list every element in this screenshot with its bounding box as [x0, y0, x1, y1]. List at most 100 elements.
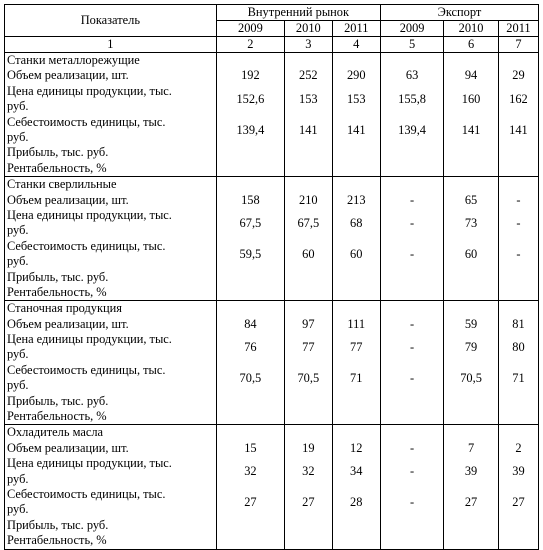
value-cell — [335, 533, 378, 548]
value-cell: 153 — [346, 91, 366, 106]
value-cell: 111 — [347, 316, 366, 331]
year-header: 2011 — [497, 20, 540, 37]
value-cell — [383, 285, 441, 300]
value-cell: - — [516, 192, 521, 207]
value-cell: 27 — [464, 495, 478, 510]
value-cell: - — [410, 246, 415, 261]
value-cell: 39 — [464, 464, 478, 479]
value-cell: 27 — [302, 495, 315, 510]
value-cell: 73 — [464, 215, 478, 230]
product-group: Станки металлорежущие Объем реализации, ш… — [4, 51, 540, 178]
year-header: 2009 — [379, 20, 445, 37]
value-column-cell: 158 67,5 59,5 — [215, 176, 286, 302]
value-cell — [287, 409, 329, 424]
value-cell — [219, 409, 282, 424]
indicator-label-continued: руб. — [7, 129, 29, 144]
value-cell: 77 — [350, 340, 363, 355]
value-cell: - — [410, 440, 415, 455]
spacer — [501, 425, 536, 440]
indicator-label-continued: руб. — [7, 471, 29, 486]
value-cell: 290 — [346, 68, 366, 83]
value-cell — [501, 409, 536, 424]
table-row: Охладитель масла Объем реализации, шт. Цен… — [4, 424, 540, 550]
value-cell — [501, 533, 536, 548]
value-column-cell: - - - — [497, 176, 540, 302]
value-column-cell: 12 34 28 — [331, 424, 381, 550]
value-cell — [383, 394, 441, 409]
column-number: 7 — [497, 36, 540, 53]
value-cell: 60 — [350, 246, 363, 261]
value-column-cell: 84 76 70,5 — [215, 300, 286, 426]
value-cell: 79 — [464, 340, 478, 355]
indicator-label: Рентабельность, % — [7, 160, 107, 175]
spacer — [335, 53, 378, 68]
value-column-cell: 252 153 141 — [284, 51, 333, 178]
value-cell — [335, 518, 378, 533]
column-number: 6 — [443, 36, 499, 53]
indicator-label: Цена единицы продукции, тыс. — [7, 456, 172, 471]
value-column-cell: 2 39 27 — [497, 424, 540, 550]
value-cell: 67,5 — [239, 215, 262, 230]
value-cell: 141 — [299, 122, 318, 137]
indicator-label: Объем реализации, шт. — [7, 192, 129, 207]
value-cell: - — [516, 215, 521, 230]
value-cell — [287, 285, 329, 300]
value-cell — [446, 285, 496, 300]
indicator-label: Прибыль, тыс. руб. — [7, 145, 109, 160]
value-column-cell: 15 32 27 — [215, 424, 286, 550]
value-cell: - — [410, 370, 415, 385]
spacer — [335, 425, 378, 440]
value-cell — [219, 394, 282, 409]
value-column-cell: 192 152,6 139,4 — [215, 51, 286, 178]
value-cell — [335, 161, 378, 176]
value-cell — [219, 533, 282, 548]
table-row: Станки металлорежущие Объем реализации, ш… — [4, 51, 540, 178]
table-row: Станки сверлильные Объем реализации, шт. Ц… — [4, 176, 540, 302]
column-number: 2 — [215, 36, 286, 53]
value-cell — [446, 145, 496, 160]
indicator-label: Цена единицы продукции, тыс. — [7, 207, 172, 222]
value-column-cell: 97 77 70,5 — [284, 300, 333, 426]
value-cell: 63 — [405, 68, 419, 83]
spacer — [219, 301, 282, 316]
value-cell: 70,5 — [239, 370, 262, 385]
value-cell: 7 — [467, 440, 475, 455]
value-cell — [287, 161, 329, 176]
value-cell — [446, 409, 496, 424]
indicator-label: Себестоимость единицы, тыс. — [7, 487, 166, 502]
value-cell: 59 — [464, 316, 478, 331]
value-cell — [219, 518, 282, 533]
value-column-cell: 19 32 27 — [284, 424, 333, 550]
value-cell — [287, 394, 329, 409]
value-cell: 60 — [464, 246, 478, 261]
spacer — [501, 301, 536, 316]
value-cell: 141 — [346, 122, 366, 137]
indicator-label-continued: руб. — [7, 378, 29, 393]
value-cell: 68 — [350, 215, 363, 230]
value-column-cell: - - - — [379, 176, 445, 302]
value-cell: 152,6 — [236, 91, 265, 106]
value-cell — [383, 533, 441, 548]
value-cell — [383, 518, 441, 533]
spacer — [446, 301, 496, 316]
indicators-table: Показатель Внутренний рынок Экспорт 2009… — [4, 4, 540, 550]
value-cell: 252 — [299, 68, 318, 83]
indicator-labels: Охладитель масла Объем реализации, шт. Цен… — [4, 424, 217, 550]
spacer — [335, 177, 378, 192]
spacer — [287, 53, 329, 68]
value-cell — [446, 161, 496, 176]
value-cell — [446, 270, 496, 285]
value-cell — [446, 394, 496, 409]
value-cell — [335, 285, 378, 300]
value-cell: 39 — [512, 464, 525, 479]
indicator-labels: Станки металлорежущие Объем реализации, ш… — [4, 51, 217, 178]
indicator-label-continued: руб. — [7, 99, 29, 114]
value-column-cell: 59 79 70,5 — [443, 300, 499, 426]
spacer — [501, 53, 536, 68]
value-cell: 27 — [244, 495, 257, 510]
product-group: Охладитель масла Объем реализации, шт. Цен… — [4, 424, 540, 550]
value-cell — [501, 285, 536, 300]
indicator-label: Цена единицы продукции, тыс. — [7, 332, 172, 347]
value-cell — [287, 145, 329, 160]
spacer — [383, 425, 441, 440]
